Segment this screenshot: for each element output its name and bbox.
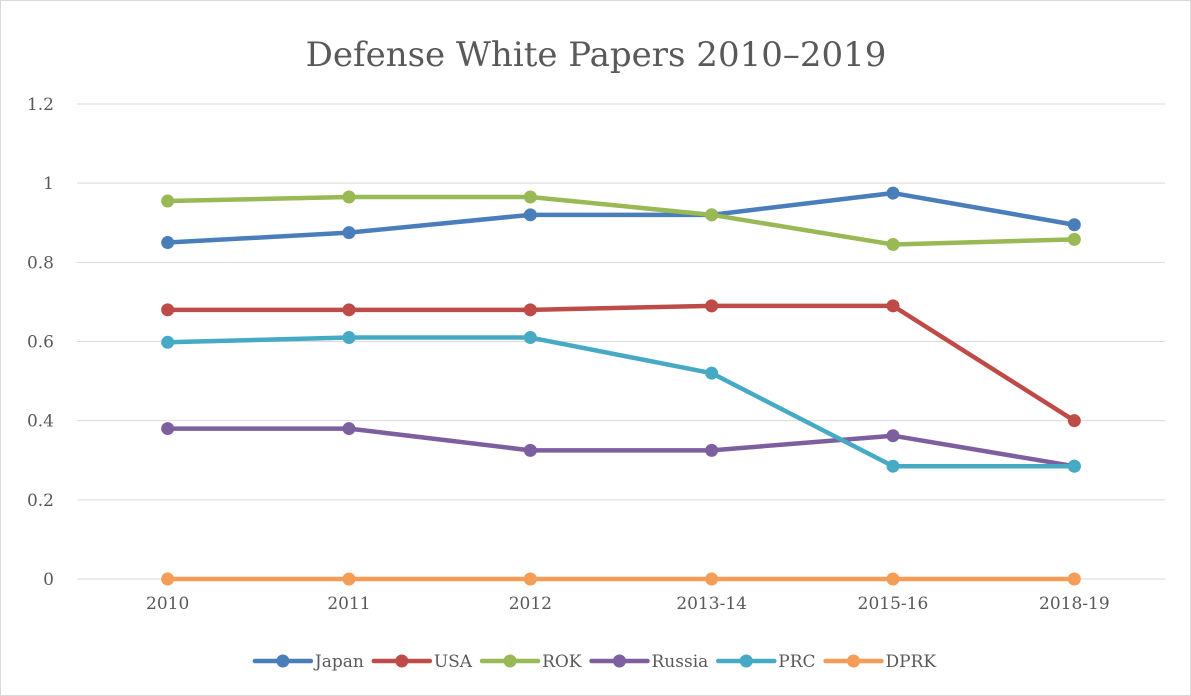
legend-item-usa: USA [371,652,473,672]
x-tick-label: 2013-14 [676,594,747,614]
series-layer [161,186,1081,586]
x-tick-label: 2012 [509,594,552,614]
y-axis-ticks: 0 0.2 0.4 0.6 0.8 1 1.2 [27,95,54,590]
legend-swatch-marker [739,654,753,668]
data-point [886,572,900,586]
data-point [523,331,537,345]
data-point [886,238,900,252]
legend-swatch-marker [276,654,290,668]
y-tick-label: 1 [43,174,54,194]
legend-item-russia: Russia [589,652,709,672]
data-point [705,299,719,313]
series-line [165,335,1077,469]
data-point [1067,232,1081,246]
data-point [161,236,175,250]
legend-label: Japan [313,652,364,672]
legend-label: PRC [778,652,815,672]
legend-item-rok: ROK [479,652,582,672]
legend-item-japan: Japan [252,652,364,672]
x-tick-label: 2011 [327,594,370,614]
series-line [165,426,1077,469]
data-point [705,208,719,222]
y-tick-label: 0.4 [27,412,54,432]
series-usa [161,299,1081,428]
data-point [161,194,175,208]
legend-label: Russia [652,652,709,672]
legend-label: DPRK [886,652,937,672]
legend-label: USA [434,652,473,672]
series-rok [161,190,1081,252]
legend-item-dprk: DPRK [823,652,937,672]
data-point [161,335,175,349]
x-tick-label: 2010 [146,594,189,614]
data-point [886,459,900,473]
data-point [161,303,175,317]
legend-swatch-marker [395,654,409,668]
y-tick-label: 0 [43,570,54,590]
data-point [886,429,900,443]
x-tick-label: 2015-16 [858,594,929,614]
data-point [523,303,537,317]
legend-swatch-marker [847,654,861,668]
data-point [523,572,537,586]
data-point [705,572,719,586]
series-line [165,303,1077,423]
data-point [705,443,719,457]
series-line [165,190,1077,245]
data-point [1067,218,1081,232]
data-point [161,422,175,436]
data-point [342,190,356,204]
series-prc [161,331,1081,473]
y-tick-label: 1.2 [27,95,54,115]
y-tick-label: 0.6 [27,333,54,353]
data-point [523,190,537,204]
data-point [705,366,719,380]
x-axis-ticks: 2010 2011 2012 2013-14 2015-16 2018-19 [146,594,1110,614]
series-line [165,194,1077,247]
series-dprk [161,572,1081,586]
data-point [886,186,900,200]
y-tick-label: 0.8 [27,253,54,273]
data-point [523,208,537,222]
data-point [1067,414,1081,428]
x-tick-label: 2018-19 [1039,594,1110,614]
data-point [342,331,356,345]
series-russia [161,422,1081,473]
legend-label: ROK [542,652,582,672]
data-point [161,572,175,586]
data-point [1067,572,1081,586]
data-point [523,443,537,457]
legend: Japan USA ROK Russia PRC DPRK [252,652,937,672]
y-tick-label: 0.2 [27,491,54,511]
data-point [342,572,356,586]
chart-title: Defense White Papers 2010–2019 [306,35,887,75]
legend-swatch-marker [613,654,626,668]
data-point [886,299,900,313]
data-point [1067,459,1081,473]
legend-item-prc: PRC [716,652,816,672]
data-point [342,303,356,317]
data-point [342,226,356,240]
data-point [342,422,356,436]
legend-swatch-marker [503,654,517,668]
